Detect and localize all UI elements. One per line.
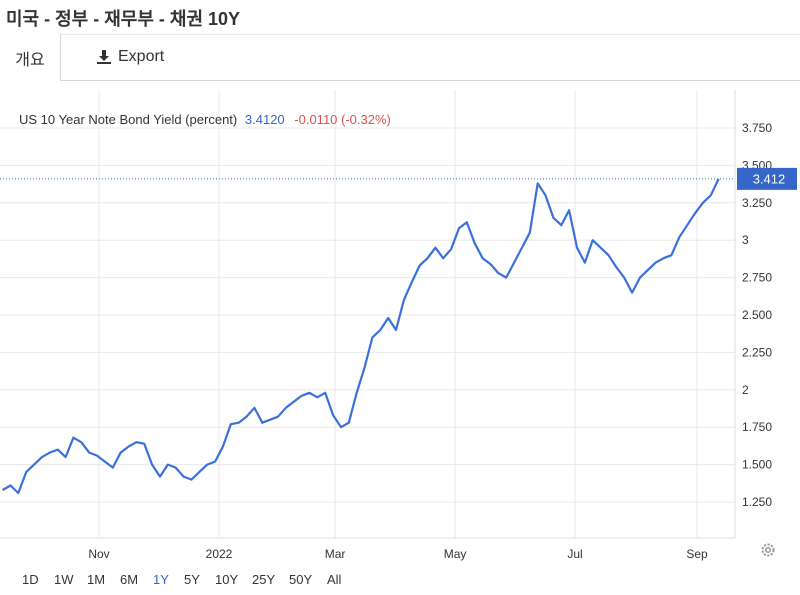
page-title: 미국 - 정부 - 재무부 - 채권 10Y xyxy=(6,9,241,29)
chart-legend: US 10 Year Note Bond Yield (percent) 3.4… xyxy=(19,112,391,127)
range-6m[interactable]: 6M xyxy=(120,572,139,587)
yield-chart[interactable]: 1.2501.5001.75022.2502.5002.75033.2503.5… xyxy=(0,88,800,568)
y-tick-label: 3 xyxy=(742,233,749,247)
range-50y[interactable]: 50Y xyxy=(289,572,313,587)
y-tick-label: 1.250 xyxy=(742,495,772,509)
range-5y[interactable]: 5Y xyxy=(184,572,200,587)
series-line xyxy=(2,178,720,495)
x-tick-label: Sep xyxy=(686,547,708,561)
y-tick-label: 3.750 xyxy=(742,121,772,135)
x-tick-label: Mar xyxy=(325,547,346,561)
tab-overview[interactable]: 개요 xyxy=(0,34,61,81)
y-tick-label: 2 xyxy=(742,383,749,397)
range-25y[interactable]: 25Y xyxy=(252,572,276,587)
x-tick-label: Jul xyxy=(567,547,582,561)
y-tick-label: 3.250 xyxy=(742,196,772,210)
y-tick-label: 2.500 xyxy=(742,308,772,322)
range-all[interactable]: All xyxy=(327,572,342,587)
legend-series-name: US 10 Year Note Bond Yield (percent) xyxy=(19,112,238,127)
export-button[interactable]: Export xyxy=(96,34,164,80)
x-tick-label: 2022 xyxy=(206,547,233,561)
y-tick-label: 1.750 xyxy=(742,420,772,434)
range-1y[interactable]: 1Y xyxy=(153,572,169,587)
tab-bar: 개요 Export xyxy=(0,34,800,81)
y-tick-label: 2.250 xyxy=(742,345,772,359)
range-1w[interactable]: 1W xyxy=(54,572,74,587)
current-value-badge xyxy=(737,167,797,190)
x-tick-label: May xyxy=(444,547,467,561)
current-value-badge-text: 3.412 xyxy=(753,171,786,186)
legend-change: -0.0110 (-0.32%) xyxy=(294,112,391,127)
x-tick-label: Nov xyxy=(88,547,109,561)
gear-icon[interactable] xyxy=(760,542,776,558)
legend-current-value: 3.4120 xyxy=(244,112,285,127)
y-tick-label: 1.500 xyxy=(742,458,772,472)
range-1m[interactable]: 1M xyxy=(87,572,106,587)
range-selector: 1D 1W 1M 6M 1Y 5Y 10Y 25Y 50Y All xyxy=(0,572,800,592)
y-tick-label: 2.750 xyxy=(742,271,772,285)
page-title-bar: 미국 - 정부 - 재무부 - 채권 10Y xyxy=(0,0,800,35)
range-1d[interactable]: 1D xyxy=(22,572,39,587)
export-label: Export xyxy=(118,48,165,65)
range-10y[interactable]: 10Y xyxy=(215,572,239,587)
download-icon xyxy=(96,49,112,65)
